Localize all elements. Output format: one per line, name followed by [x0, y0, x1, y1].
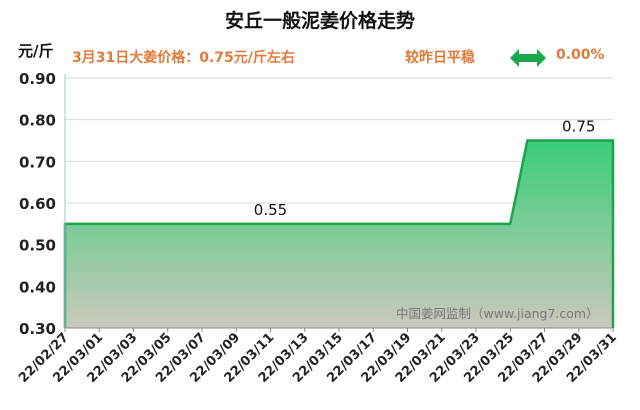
price-summary: 3月31日大姜价格：0.75元/斤左右: [72, 50, 295, 66]
change-percentage: 0.00%: [556, 47, 605, 63]
y-tick-label: 0.30: [19, 320, 56, 338]
y-tick-label: 0.90: [19, 70, 56, 88]
y-tick-label: 0.80: [19, 112, 56, 130]
price-line: [63, 139, 615, 328]
y-axis-unit: 元/斤: [18, 42, 54, 60]
price-area: [65, 140, 613, 328]
y-tick-label: 0.60: [19, 195, 56, 213]
double-arrow-icon: [510, 49, 546, 67]
watermark: 中国姜网监制（www.jiang7.com）: [396, 306, 599, 321]
data-label: 0.75: [562, 118, 595, 136]
y-tick-label: 0.70: [19, 153, 56, 171]
trend-text: 较昨日平稳: [405, 50, 475, 66]
y-tick-label: 0.40: [19, 278, 56, 296]
chart-title: 安丘一般泥姜价格走势: [224, 10, 415, 32]
y-tick-label: 0.50: [19, 237, 56, 255]
data-label: 0.55: [254, 201, 287, 219]
